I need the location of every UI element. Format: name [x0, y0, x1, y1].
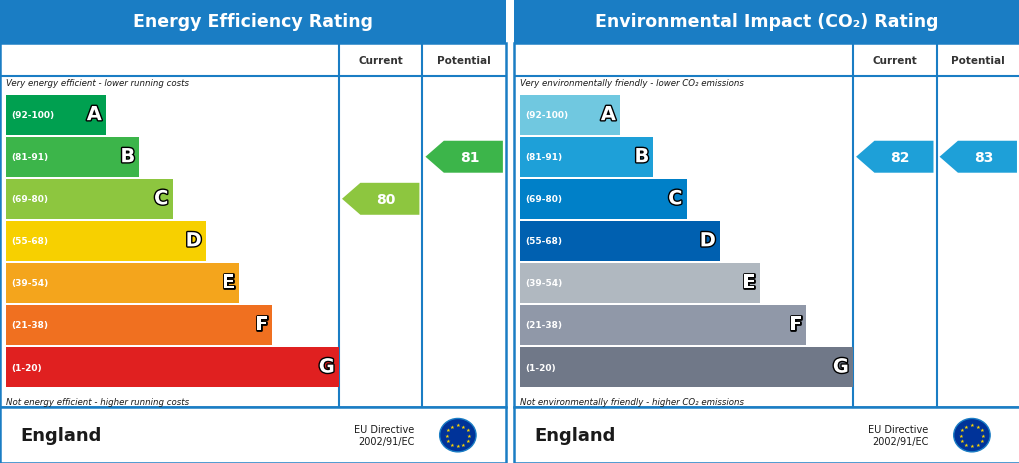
Bar	[6, 95, 106, 135]
Text: F: F	[789, 316, 802, 335]
Text: ★: ★	[974, 424, 979, 429]
Text: ★: ★	[465, 427, 470, 432]
Text: Not environmentally friendly - higher CO₂ emissions: Not environmentally friendly - higher CO…	[520, 397, 744, 406]
Text: (81-91): (81-91)	[525, 153, 561, 162]
Polygon shape	[425, 141, 502, 173]
Text: ★: ★	[445, 438, 450, 443]
Text: 82: 82	[890, 150, 909, 164]
Bar	[514, 0, 1019, 44]
Text: 80: 80	[376, 192, 395, 206]
Text: A: A	[600, 106, 615, 125]
Text: (92-100): (92-100)	[11, 111, 54, 120]
Text: A: A	[87, 106, 102, 125]
Text: Potential: Potential	[951, 56, 1004, 66]
Circle shape	[953, 419, 989, 452]
Text: Energy Efficiency Rating: Energy Efficiency Rating	[132, 13, 373, 31]
Bar	[520, 138, 652, 177]
Polygon shape	[855, 141, 932, 173]
Text: (39-54): (39-54)	[11, 279, 48, 288]
Text: (55-68): (55-68)	[11, 237, 48, 246]
Text: ★: ★	[465, 438, 470, 443]
Text: ★: ★	[445, 427, 450, 432]
Text: Very environmentally friendly - lower CO₂ emissions: Very environmentally friendly - lower CO…	[520, 79, 743, 88]
Text: Potential: Potential	[437, 56, 490, 66]
Text: E: E	[221, 274, 234, 293]
Bar	[520, 347, 852, 387]
Text: ★: ★	[455, 443, 460, 448]
Bar	[6, 221, 206, 261]
Bar	[0, 44, 505, 407]
Text: ★: ★	[449, 424, 454, 429]
Text: ★: ★	[978, 438, 983, 443]
Text: England: England	[20, 426, 102, 444]
Text: ★: ★	[461, 442, 466, 447]
Text: ★: ★	[978, 427, 983, 432]
Bar	[6, 180, 172, 219]
Bar	[520, 221, 719, 261]
Text: 83: 83	[973, 150, 993, 164]
Text: ★: ★	[957, 433, 962, 438]
Bar	[6, 347, 338, 387]
Text: ★: ★	[449, 442, 454, 447]
Bar	[520, 305, 806, 345]
Text: (55-68): (55-68)	[525, 237, 561, 246]
Text: (69-80): (69-80)	[11, 195, 48, 204]
Bar	[520, 263, 759, 303]
Text: (69-80): (69-80)	[525, 195, 561, 204]
Text: Current: Current	[358, 56, 403, 66]
Text: EU Directive
2002/91/EC: EU Directive 2002/91/EC	[867, 425, 927, 446]
Text: ★: ★	[963, 424, 968, 429]
Text: ★: ★	[959, 438, 964, 443]
Text: ★: ★	[969, 422, 973, 427]
Text: C: C	[667, 190, 682, 209]
Text: Very energy efficient - lower running costs: Very energy efficient - lower running co…	[6, 79, 189, 88]
Text: England: England	[534, 426, 615, 444]
Bar	[0, 407, 505, 463]
Text: C: C	[154, 190, 168, 209]
Text: E: E	[742, 274, 755, 293]
Text: Not energy efficient - higher running costs: Not energy efficient - higher running co…	[6, 397, 189, 406]
Text: Environmental Impact (CO₂) Rating: Environmental Impact (CO₂) Rating	[595, 13, 937, 31]
Bar	[6, 305, 272, 345]
Text: (39-54): (39-54)	[525, 279, 561, 288]
Text: (1-20): (1-20)	[525, 363, 555, 372]
Text: D: D	[185, 232, 202, 251]
Text: (92-100): (92-100)	[525, 111, 568, 120]
Bar	[514, 407, 1019, 463]
Text: (81-91): (81-91)	[11, 153, 48, 162]
Text: F: F	[255, 316, 268, 335]
Text: ★: ★	[461, 424, 466, 429]
Text: EU Directive
2002/91/EC: EU Directive 2002/91/EC	[354, 425, 414, 446]
Text: ★: ★	[980, 433, 984, 438]
Bar	[6, 138, 139, 177]
Circle shape	[439, 419, 476, 452]
Text: ★: ★	[974, 442, 979, 447]
Text: ★: ★	[467, 433, 471, 438]
Bar	[6, 263, 238, 303]
Text: ★: ★	[455, 422, 460, 427]
Text: B: B	[634, 148, 649, 167]
Text: 81: 81	[460, 150, 479, 164]
Bar	[520, 95, 620, 135]
Text: Current: Current	[871, 56, 916, 66]
Text: (21-38): (21-38)	[525, 321, 561, 330]
Text: G: G	[319, 358, 334, 377]
Polygon shape	[341, 183, 419, 215]
Text: ★: ★	[963, 442, 968, 447]
Bar	[0, 0, 505, 44]
Text: ★: ★	[443, 433, 448, 438]
Text: G: G	[833, 358, 848, 377]
Polygon shape	[938, 141, 1016, 173]
Text: D: D	[699, 232, 715, 251]
Bar	[514, 44, 1019, 407]
Text: B: B	[120, 148, 136, 167]
Text: ★: ★	[969, 443, 973, 448]
Text: ★: ★	[959, 427, 964, 432]
Text: (1-20): (1-20)	[11, 363, 42, 372]
Text: (21-38): (21-38)	[11, 321, 48, 330]
Bar	[520, 180, 686, 219]
